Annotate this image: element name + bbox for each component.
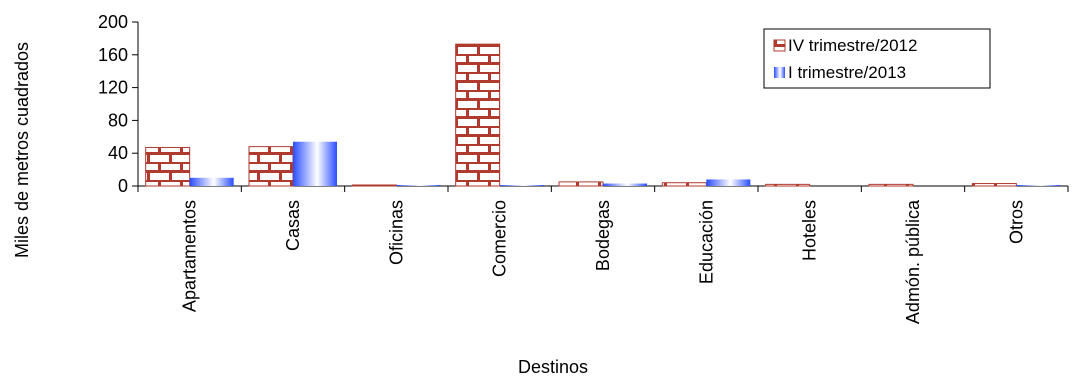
x-tick-label: Admón. pública xyxy=(903,199,923,324)
x-tick-label: Comercio xyxy=(490,200,510,277)
y-tick-label: 80 xyxy=(108,110,128,130)
bar-series-2 xyxy=(499,185,544,186)
y-axis-title: Miles de metros cuadrados xyxy=(12,42,32,258)
bar-series-1 xyxy=(765,183,811,187)
bar-series-1 xyxy=(248,146,294,187)
bar-series-1 xyxy=(351,184,397,187)
legend-swatch-series-2 xyxy=(774,67,785,78)
bar-series-2 xyxy=(293,141,337,186)
tick-labels: 0 40 80 120 160 200 Apartamentos Casas Oficinas C… xyxy=(98,12,1026,324)
y-tick-label: 0 xyxy=(118,176,128,196)
bar-series-2 xyxy=(1016,185,1061,186)
legend-box xyxy=(763,28,991,89)
x-tick-label: Hoteles xyxy=(800,200,820,261)
y-tick-label: 160 xyxy=(98,45,128,65)
bar-series-2 xyxy=(396,185,441,186)
legend-label-series-1: IV trimestre/2012 xyxy=(788,36,917,55)
bar-series-1 xyxy=(868,183,914,187)
bars xyxy=(145,43,1061,187)
x-axis-title: Destinos xyxy=(518,357,588,377)
legend-label-series-2: I trimestre/2013 xyxy=(788,63,906,82)
y-tick-label: 200 xyxy=(98,12,128,32)
bar-series-2 xyxy=(706,179,751,186)
y-tick-label: 120 xyxy=(98,78,128,98)
y-tick-label: 40 xyxy=(108,143,128,163)
legend: IV trimestre/2012 I trimestre/2013 xyxy=(763,28,991,89)
x-tick-label: Apartamentos xyxy=(180,200,200,312)
x-tick-label: Bodegas xyxy=(593,200,613,271)
legend-swatch-series-1 xyxy=(773,39,786,52)
x-tick-label: Casas xyxy=(283,200,303,251)
bar-series-1 xyxy=(455,43,501,187)
x-tick-label: Educación xyxy=(696,200,716,284)
bar-series-1 xyxy=(558,181,604,187)
bar-series-2 xyxy=(603,183,647,186)
x-tick-label: Otros xyxy=(1006,200,1026,244)
x-tick-label: Oficinas xyxy=(386,200,406,265)
bar-series-2 xyxy=(189,177,234,186)
bar-series-1 xyxy=(971,183,1017,187)
bar-series-1 xyxy=(145,146,191,187)
bar-series-1 xyxy=(661,182,707,187)
